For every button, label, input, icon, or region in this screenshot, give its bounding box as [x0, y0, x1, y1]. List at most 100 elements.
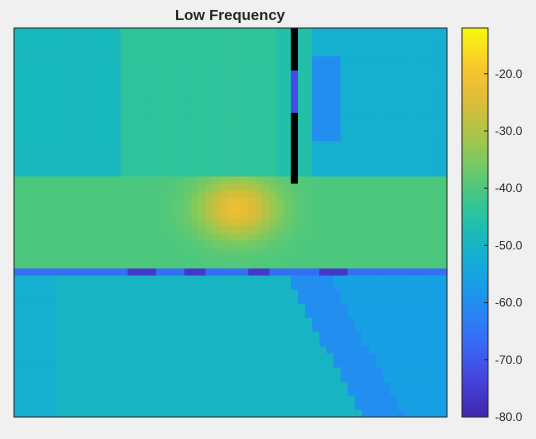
heatmap-cell	[28, 240, 36, 248]
heatmap-cell	[305, 275, 313, 284]
heatmap-cell	[361, 49, 370, 57]
heatmap-cell	[226, 325, 235, 333]
heatmap-cell	[141, 310, 150, 319]
heatmap-cell	[49, 49, 57, 57]
heatmap-cell	[283, 339, 292, 347]
heatmap-cell	[42, 346, 50, 354]
heatmap-cell	[120, 226, 128, 234]
heatmap-cell	[290, 381, 299, 390]
heatmap-cell	[439, 119, 448, 128]
heatmap-cell	[120, 282, 128, 291]
heatmap-cell	[127, 303, 136, 312]
heatmap-cell	[255, 374, 263, 383]
heatmap-cell	[205, 247, 214, 255]
heatmap-cell	[269, 204, 278, 213]
heatmap-cell	[14, 119, 22, 128]
heatmap-cell	[170, 112, 178, 121]
heatmap-cell	[163, 141, 171, 149]
heatmap-cell	[368, 162, 377, 170]
heatmap-cell	[28, 409, 36, 418]
heatmap-cell	[113, 63, 121, 71]
heatmap-cell	[99, 35, 107, 43]
heatmap-cell	[14, 162, 22, 170]
heatmap-cell	[354, 127, 363, 135]
heatmap-cell	[155, 247, 164, 255]
heatmap-cell	[326, 268, 334, 276]
heatmap-cell	[354, 240, 363, 248]
heatmap-cell	[170, 56, 178, 64]
heatmap-cell	[219, 42, 228, 50]
heatmap-cell	[21, 63, 29, 71]
heatmap-cell	[383, 275, 391, 284]
heatmap-cell	[297, 388, 306, 397]
heatmap-cell	[411, 127, 420, 135]
heatmap-cell	[319, 289, 327, 298]
heatmap-cell	[390, 261, 398, 269]
heatmap-cell	[155, 42, 164, 50]
heatmap-cell	[432, 353, 441, 361]
heatmap-cell	[354, 35, 363, 43]
heatmap-cell	[333, 240, 341, 248]
heatmap-cell	[354, 310, 363, 319]
heatmap-cell	[184, 303, 192, 312]
heatmap-cell	[340, 169, 349, 177]
heatmap-cell	[148, 148, 157, 156]
heatmap-cell	[276, 268, 285, 276]
heatmap-cell	[49, 91, 57, 100]
heatmap-cell	[333, 218, 341, 227]
heatmap-cell	[383, 310, 391, 319]
heatmap-cell	[141, 226, 150, 234]
heatmap-cell	[354, 289, 363, 298]
heatmap-cell	[56, 254, 65, 262]
heatmap-cell	[347, 275, 356, 284]
heatmap-cell	[333, 42, 341, 50]
heatmap-cell	[305, 84, 313, 93]
heatmap-cell	[70, 42, 79, 50]
colorbar-tick-label: -40.0	[495, 181, 523, 195]
heatmap-cell	[42, 70, 50, 78]
heatmap-cell	[163, 353, 171, 361]
heatmap-cell	[354, 91, 363, 100]
heatmap-cell	[63, 339, 72, 347]
heatmap-cell	[84, 77, 93, 85]
heatmap-cell	[177, 98, 185, 107]
heatmap-cell	[56, 42, 65, 50]
heatmap-cell	[226, 70, 235, 78]
heatmap-cell	[290, 49, 299, 57]
heatmap-cell	[35, 98, 43, 107]
heatmap-cell	[255, 84, 263, 93]
heatmap-cell	[14, 296, 22, 305]
heatmap-cell	[439, 183, 448, 192]
heatmap-cell	[269, 226, 278, 234]
heatmap-cell	[92, 42, 100, 50]
heatmap-cell	[326, 211, 334, 220]
heatmap-cell	[418, 374, 427, 383]
heatmap-cell	[383, 42, 391, 50]
heatmap-cell	[234, 176, 242, 184]
heatmap-cell	[439, 346, 448, 354]
heatmap-cell	[14, 247, 22, 255]
heatmap-cell	[297, 183, 306, 192]
heatmap-cell	[127, 35, 136, 43]
heatmap-cell	[177, 141, 185, 149]
heatmap-cell	[141, 247, 150, 255]
heatmap-cell	[276, 77, 285, 85]
heatmap-cell	[326, 317, 334, 326]
heatmap-cell	[113, 388, 121, 397]
heatmap-cell	[269, 211, 278, 220]
heatmap-cell	[141, 346, 150, 354]
heatmap-cell	[312, 119, 320, 128]
heatmap-cell	[425, 35, 434, 43]
heatmap-cell	[297, 289, 306, 298]
heatmap-cell	[404, 49, 412, 57]
heatmap-cell	[361, 360, 370, 368]
heatmap-cell	[290, 183, 299, 192]
heatmap-cell	[205, 332, 214, 340]
heatmap-cell	[184, 409, 192, 418]
heatmap-cell	[333, 325, 341, 333]
heatmap-cell	[21, 148, 29, 156]
heatmap-cell	[234, 317, 242, 326]
heatmap-cell	[113, 91, 121, 100]
heatmap-cell	[347, 42, 356, 50]
heatmap-cell	[120, 56, 128, 64]
